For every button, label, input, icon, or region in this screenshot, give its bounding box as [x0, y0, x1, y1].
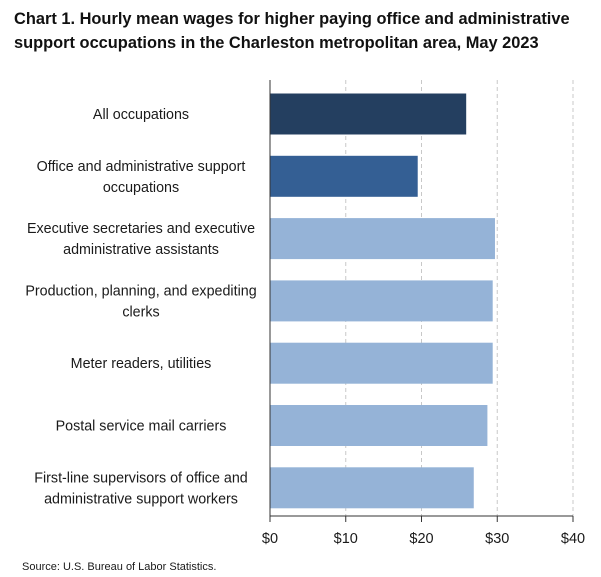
- category-label-line: Production, planning, and expediting: [25, 283, 256, 299]
- category-label-line: clerks: [122, 304, 159, 320]
- x-axis: $0 $10 $20 $30 $40: [262, 80, 585, 547]
- x-tick-label: $40: [561, 531, 585, 547]
- category-label: First-line supervisors of office and admi…: [34, 470, 248, 507]
- category-label-line: Executive secretaries and executive: [27, 221, 255, 237]
- category-label-line: Postal service mail carriers: [56, 419, 227, 435]
- x-tick-label: $20: [409, 531, 433, 547]
- category-label-line: All occupations: [93, 107, 189, 123]
- bar: [270, 467, 474, 509]
- category-label: Executive secretaries and executive admin…: [27, 221, 255, 258]
- category-label: Postal service mail carriers: [56, 419, 227, 435]
- category-labels: All occupations Office and administrative…: [25, 107, 256, 507]
- x-tick-label: $30: [485, 531, 509, 547]
- category-label: Office and administrative support occupat…: [37, 159, 246, 196]
- category-label: Meter readers, utilities: [71, 356, 212, 372]
- bar: [270, 93, 467, 135]
- chart-title: Chart 1. Hourly mean wages for higher pa…: [14, 10, 570, 52]
- bar: [270, 280, 493, 322]
- category-label: Production, planning, and expediting cler…: [25, 283, 256, 320]
- bar: [270, 155, 418, 197]
- x-tick-label: $10: [334, 531, 358, 547]
- category-label-line: Meter readers, utilities: [71, 356, 212, 372]
- category-label-line: administrative support workers: [44, 491, 238, 507]
- category-label-line: First-line supervisors of office and: [34, 470, 248, 486]
- bar: [270, 405, 488, 446]
- category-label-line: Office and administrative support: [37, 159, 246, 175]
- bars: [270, 93, 495, 509]
- category-label-line: administrative assistants: [63, 242, 219, 258]
- x-tick-label: $0: [262, 531, 278, 547]
- bar: [270, 342, 493, 384]
- category-label: All occupations: [93, 107, 189, 123]
- category-label-line: occupations: [103, 180, 179, 196]
- bar: [270, 218, 495, 260]
- source-note: Source: U.S. Bureau of Labor Statistics.: [22, 561, 217, 573]
